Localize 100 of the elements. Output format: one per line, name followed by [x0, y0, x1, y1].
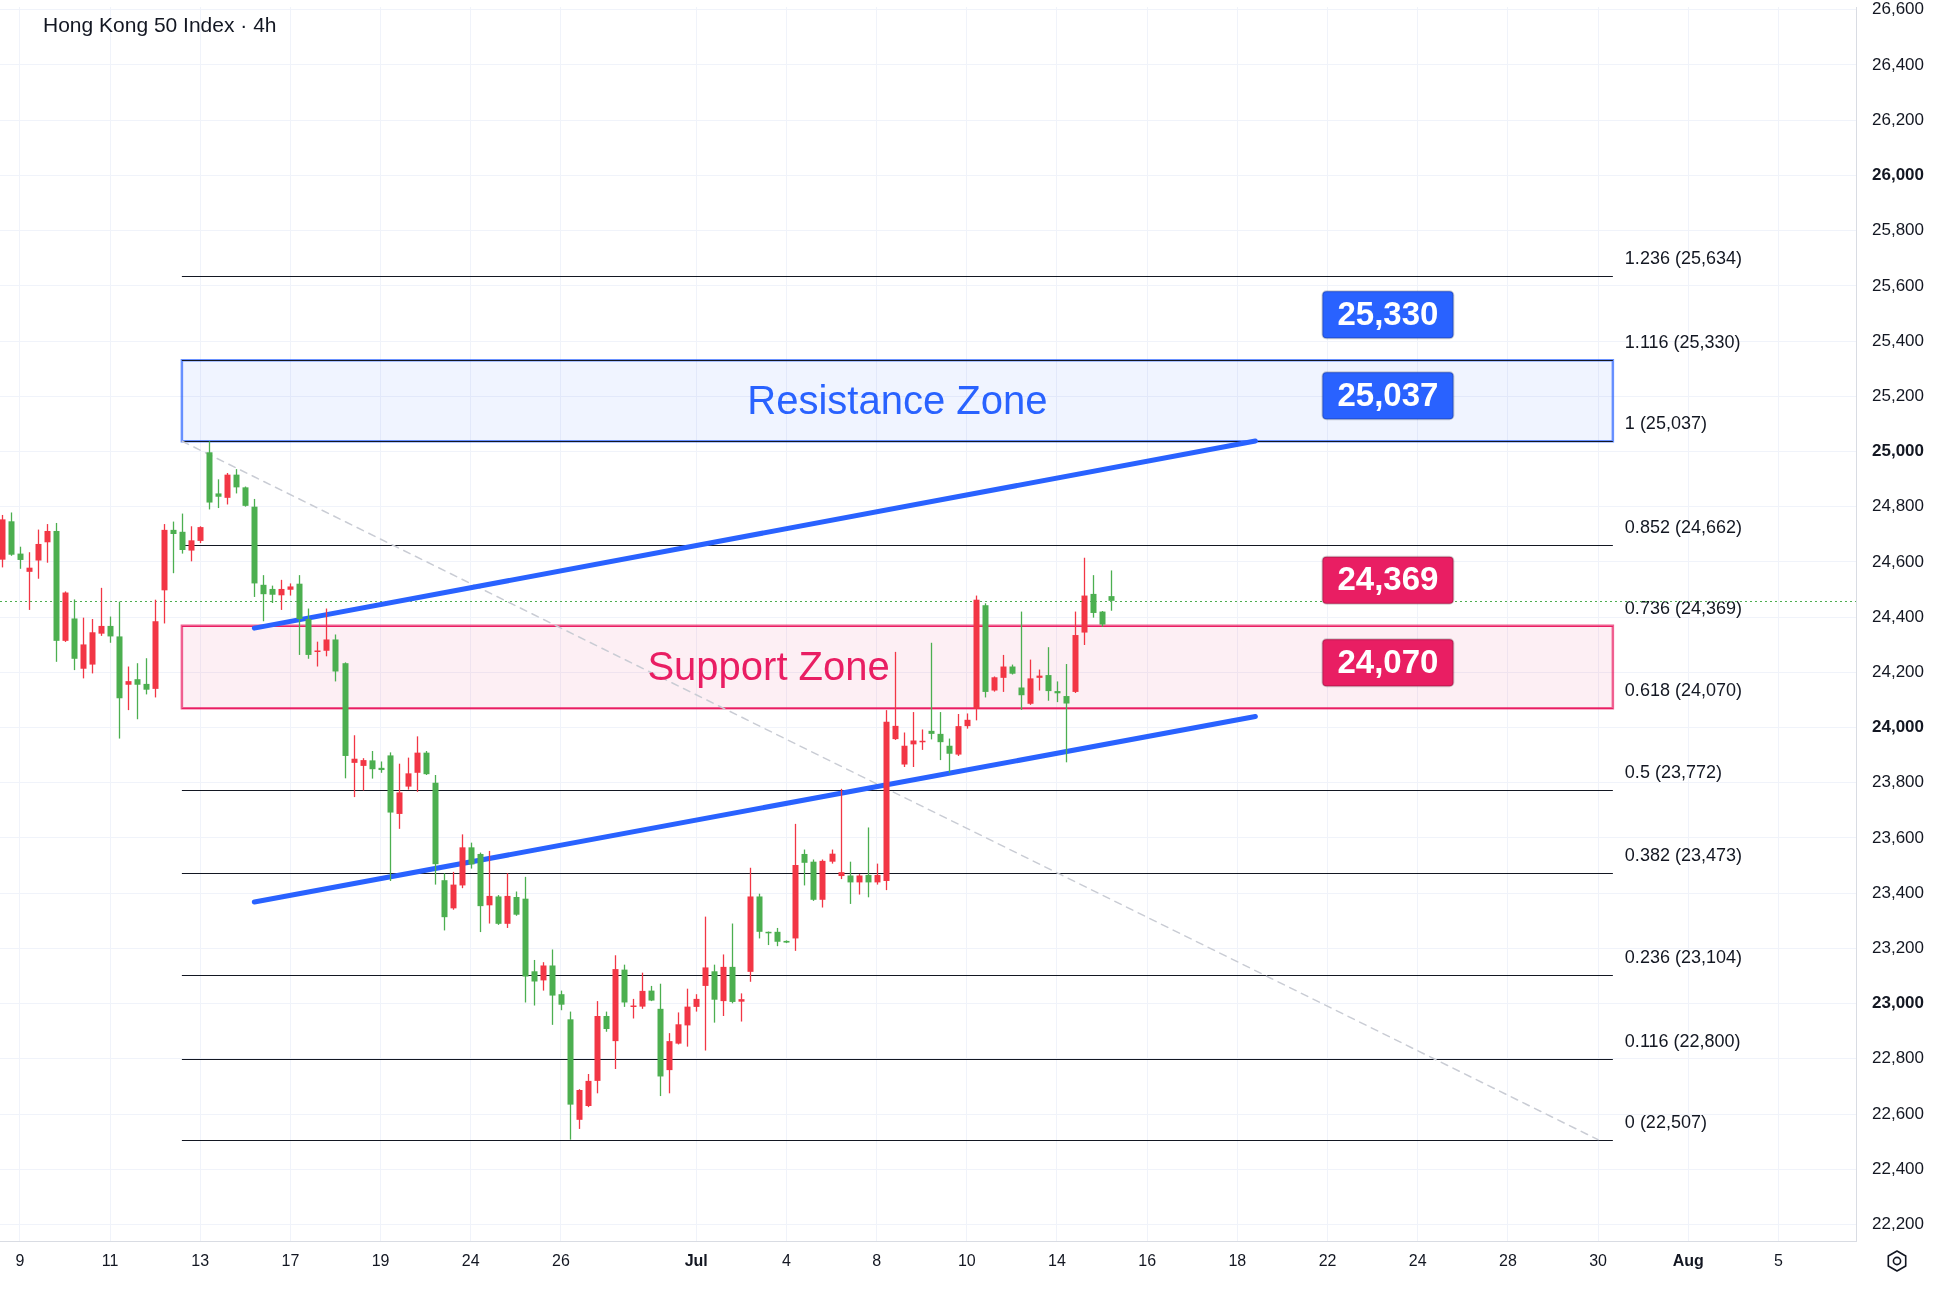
- ref-line-label: 0.382 (23,473): [1624, 845, 1742, 866]
- candlestick: [215, 478, 222, 509]
- x-tick-label: 17: [281, 1252, 300, 1270]
- ref-line-label: 0.736 (24,369): [1624, 598, 1742, 619]
- candlestick: [856, 873, 863, 896]
- candlestick: [937, 711, 944, 761]
- candlestick: [702, 915, 709, 1052]
- candlestick: [224, 472, 231, 506]
- band-label: Resistance Zone: [747, 377, 1048, 422]
- candlestick: [26, 551, 33, 611]
- y-tick-label: 25,400: [1872, 330, 1924, 350]
- candlestick: [17, 546, 24, 570]
- y-tick-label: 24,800: [1872, 496, 1924, 516]
- annotation: 25,037: [1337, 375, 1439, 413]
- candlestick: [1018, 610, 1025, 711]
- y-tick-label: 23,600: [1872, 827, 1924, 847]
- y-tick-label: 26,000: [1872, 165, 1924, 185]
- candlestick: [774, 927, 781, 947]
- candlestick: [179, 512, 186, 555]
- candlestick: [558, 989, 565, 1011]
- y-tick-label: 23,400: [1872, 882, 1924, 902]
- candlestick: [405, 756, 412, 791]
- candlestick: [143, 657, 150, 696]
- candlestick: [278, 579, 285, 611]
- ref-line-label: 1 (25,037): [1624, 413, 1707, 434]
- ref-line-label: 0.618 (24,070): [1624, 680, 1742, 701]
- annotation: 24,369: [1337, 560, 1439, 598]
- x-tick-label: 18: [1228, 1252, 1247, 1270]
- candlestick: [98, 587, 105, 637]
- y-tick-label: 22,200: [1872, 1214, 1924, 1234]
- candlestick: [684, 988, 691, 1048]
- candlestick: [423, 750, 430, 776]
- x-tick-label: 28: [1498, 1252, 1517, 1270]
- x-tick-label: 26: [552, 1252, 570, 1270]
- candlestick: [675, 1011, 682, 1046]
- candlestick: [1063, 663, 1070, 763]
- ref-line-label: 0.5 (23,772): [1624, 762, 1722, 783]
- candlestick: [1036, 668, 1043, 692]
- candlestick: [639, 972, 646, 1010]
- ref-line-label: 0 (22,507): [1624, 1112, 1707, 1133]
- x-tick-label: 24: [461, 1252, 480, 1270]
- x-tick-label: 8: [872, 1252, 882, 1270]
- x-tick-label: 14: [1048, 1252, 1066, 1270]
- candlestick: [107, 615, 114, 644]
- x-tick-label: 19: [371, 1252, 390, 1270]
- candlestick: [35, 528, 42, 580]
- x-tick-label: 22: [1318, 1252, 1337, 1270]
- annotation: 25,330: [1337, 294, 1439, 332]
- y-tick-label: 25,600: [1872, 275, 1924, 295]
- candlestick: [125, 665, 132, 711]
- y-tick-label: 25,200: [1872, 385, 1924, 405]
- candlestick: [946, 737, 953, 774]
- candlestick: [486, 850, 493, 925]
- x-tick-label: 30: [1589, 1252, 1608, 1270]
- y-tick-label: 22,600: [1872, 1103, 1924, 1123]
- candlestick: [513, 890, 520, 917]
- y-tick-label: 24,000: [1872, 717, 1924, 737]
- candlestick: [801, 848, 808, 887]
- candlestick: [351, 734, 358, 798]
- y-tick-label: 24,600: [1872, 551, 1924, 571]
- candlestick: [134, 662, 141, 720]
- candlestick: [847, 861, 854, 905]
- candlestick: [1000, 654, 1007, 693]
- y-tick-label: 23,000: [1872, 993, 1924, 1013]
- candlestick: [928, 642, 935, 741]
- x-tick-label: 11: [101, 1252, 119, 1270]
- band-label: Support Zone: [647, 643, 890, 688]
- candlestick: [188, 525, 195, 562]
- candlestick: [1045, 646, 1052, 702]
- y-tick-label: 23,800: [1872, 772, 1924, 792]
- candlestick: [910, 711, 917, 768]
- candlestick: [468, 841, 475, 870]
- candlestick: [540, 961, 547, 992]
- annotation: 24,070: [1337, 642, 1439, 680]
- y-tick-label: 25,000: [1872, 441, 1924, 461]
- candlestick: [360, 757, 367, 792]
- candlestick: [450, 871, 457, 911]
- y-tick-label: 24,200: [1872, 662, 1924, 681]
- candlestick: [892, 651, 899, 741]
- candlestick: [531, 959, 538, 1007]
- candlestick: [838, 788, 845, 880]
- y-tick-label: 22,800: [1872, 1048, 1924, 1068]
- candlestick: [323, 607, 330, 657]
- candlestick: [1054, 680, 1061, 703]
- y-tick-label: 24,400: [1872, 606, 1924, 626]
- candlestick: [738, 992, 745, 1023]
- x-tick-label: 4: [781, 1252, 791, 1270]
- x-tick-label: 9: [15, 1252, 25, 1270]
- x-tick-label: Jul: [684, 1252, 708, 1270]
- candlestick: [901, 731, 908, 768]
- candlestick: [396, 763, 403, 830]
- candlestick: [603, 1010, 610, 1033]
- ref-line-label: 0.852 (24,662): [1624, 517, 1742, 538]
- y-tick-label: 22,400: [1872, 1158, 1924, 1178]
- ref-line-label: 1.116 (25,330): [1624, 332, 1741, 353]
- x-tick-label: Aug: [1672, 1252, 1704, 1270]
- candlestick: [369, 750, 376, 780]
- ref-line-label: 0.236 (23,104): [1624, 947, 1742, 968]
- candlestick: [44, 523, 51, 564]
- x-tick-label: 10: [957, 1252, 976, 1270]
